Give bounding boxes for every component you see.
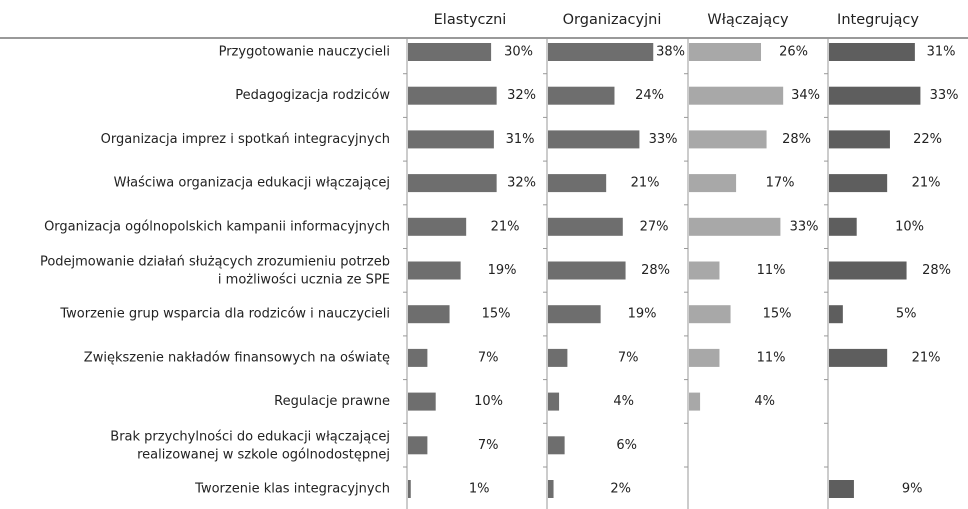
- panel-header: Włączający: [707, 12, 789, 28]
- bar: [408, 480, 411, 498]
- value-label: 32%: [507, 88, 536, 103]
- value-label: 6%: [616, 438, 637, 453]
- value-label: 31%: [506, 132, 535, 147]
- value-label: 26%: [779, 45, 808, 60]
- bar: [408, 43, 492, 61]
- bar: [829, 86, 921, 105]
- value-label: 4%: [754, 394, 775, 409]
- value-label: 21%: [912, 350, 941, 365]
- bar: [548, 86, 615, 105]
- value-label: 1%: [469, 482, 490, 497]
- category-label: Zwiększenie nakładów finansowych na oświ…: [84, 350, 390, 365]
- category-label: Tworzenie grup wsparcia dla rodziców i n…: [59, 307, 390, 322]
- value-label: 24%: [635, 88, 664, 103]
- bar: [829, 43, 915, 61]
- value-label: 32%: [507, 176, 536, 191]
- category-label: Organizacja imprez i spotkań integracyjn…: [101, 132, 390, 147]
- value-label: 30%: [504, 45, 533, 60]
- category-label: Brak przychylności do edukacji włączając…: [110, 429, 390, 462]
- category-label: Regulacje prawne: [274, 394, 390, 409]
- bar: [689, 86, 784, 105]
- category-label: Podejmowanie działań służących zrozumien…: [40, 254, 390, 287]
- value-label: 4%: [613, 394, 634, 409]
- value-label: 7%: [478, 438, 499, 453]
- bar: [548, 174, 607, 193]
- panel-header: Integrujący: [837, 12, 919, 28]
- bar: [829, 261, 907, 280]
- value-label: 19%: [628, 307, 657, 322]
- bar: [548, 43, 654, 61]
- value-label: 28%: [641, 263, 670, 278]
- bar: [548, 348, 568, 367]
- bar: [548, 436, 565, 455]
- category-label: Przygotowanie nauczycieli: [219, 45, 390, 60]
- bar: [548, 261, 626, 280]
- value-label: 21%: [912, 176, 941, 191]
- bar: [689, 130, 767, 149]
- bar: [408, 348, 428, 367]
- bar: [408, 392, 436, 411]
- bar: [829, 130, 890, 149]
- value-label: 17%: [766, 176, 795, 191]
- bar: [408, 436, 428, 455]
- panel-header: Organizacyjni: [563, 12, 662, 28]
- bar: [829, 217, 857, 236]
- value-label: 33%: [930, 88, 959, 103]
- value-label: 28%: [782, 132, 811, 147]
- value-label: 7%: [618, 350, 639, 365]
- bar: [689, 174, 737, 193]
- bar: [548, 480, 554, 498]
- value-label: 9%: [902, 482, 923, 497]
- value-label: 15%: [763, 307, 792, 322]
- bar: [689, 348, 720, 367]
- value-label: 19%: [488, 263, 517, 278]
- value-label: 10%: [474, 394, 503, 409]
- value-label: 10%: [895, 219, 924, 234]
- bar: [689, 392, 701, 411]
- value-label: 2%: [610, 482, 631, 497]
- bar: [548, 305, 601, 324]
- bar: [408, 86, 497, 105]
- value-label: 33%: [649, 132, 678, 147]
- value-label: 21%: [491, 219, 520, 234]
- bar: [408, 305, 450, 324]
- value-label: 21%: [631, 176, 660, 191]
- panel-header: Elastyczni: [434, 12, 507, 28]
- bar: [408, 174, 497, 193]
- bar: [408, 130, 494, 149]
- value-label: 11%: [757, 263, 786, 278]
- bar: [408, 217, 467, 236]
- value-label: 31%: [927, 45, 956, 60]
- value-label: 34%: [791, 88, 820, 103]
- category-label: Właściwa organizacja edukacji włączające…: [114, 176, 390, 191]
- bar: [829, 174, 888, 193]
- value-label: 7%: [478, 350, 499, 365]
- value-label: 33%: [790, 219, 819, 234]
- bar: [829, 480, 854, 498]
- value-label: 38%: [656, 45, 685, 60]
- bar: [689, 43, 762, 61]
- category-label: Organizacja ogólnopolskich kampanii info…: [44, 219, 390, 234]
- value-label: 11%: [757, 350, 786, 365]
- bar: [829, 305, 843, 324]
- value-label: 28%: [922, 263, 951, 278]
- bar: [689, 261, 720, 280]
- value-label: 5%: [896, 307, 917, 322]
- bar: [408, 261, 461, 280]
- category-label: Pedagogizacja rodziców: [235, 88, 390, 103]
- category-label: Tworzenie klas integracyjnych: [194, 482, 390, 497]
- bar: [689, 217, 781, 236]
- bar: [548, 130, 640, 149]
- bar: [689, 305, 731, 324]
- value-label: 27%: [640, 219, 669, 234]
- value-label: 15%: [482, 307, 511, 322]
- bar: [548, 392, 560, 411]
- bar: [548, 217, 623, 236]
- bar: [829, 348, 888, 367]
- value-label: 22%: [913, 132, 942, 147]
